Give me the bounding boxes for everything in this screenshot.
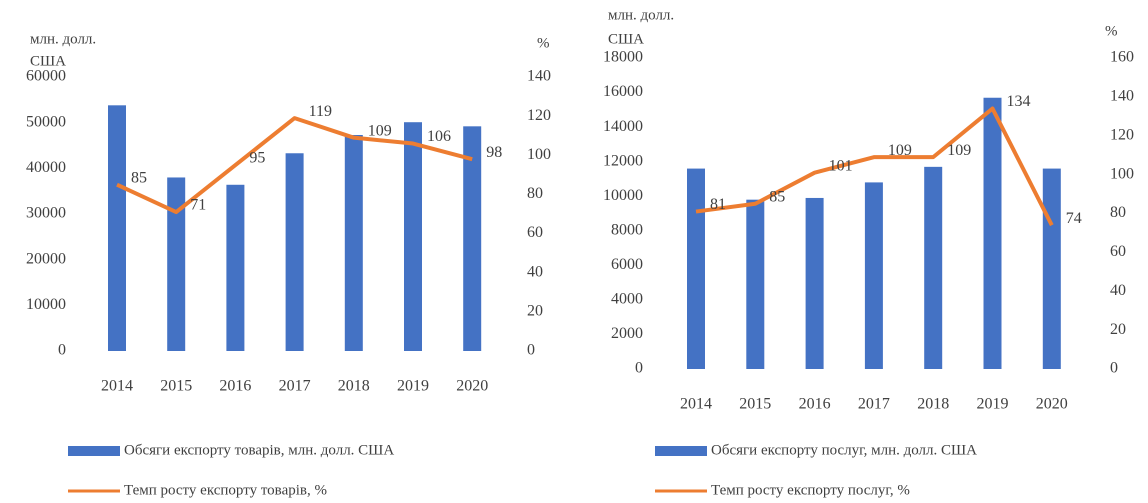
bar [226, 184, 245, 351]
bar [805, 197, 824, 369]
data-label: 95 [249, 150, 265, 167]
x-tick-label: 2017 [858, 396, 890, 413]
x-tick-label: 2014 [101, 378, 133, 395]
legend-swatch [68, 446, 120, 456]
data-label: 109 [947, 142, 971, 159]
y-tick-label: 4000 [611, 291, 643, 308]
legend-label: Темп росту експорту товарів, % [124, 482, 327, 498]
y2-tick-label: 100 [527, 146, 551, 163]
bar [463, 126, 482, 351]
y-tick-label: 20000 [26, 250, 66, 267]
y-axis-label: млн. долл. [608, 7, 674, 23]
y-tick-label: 16000 [603, 83, 643, 100]
data-label: 98 [486, 144, 502, 161]
y2-tick-label: 100 [1110, 165, 1134, 182]
y2-tick-label: 60 [1110, 243, 1126, 260]
bar [108, 105, 126, 352]
y2-tick-label: 20 [1110, 321, 1126, 338]
y-tick-label: 0 [58, 342, 66, 359]
y-tick-label: 10000 [603, 187, 643, 204]
x-tick-label: 2018 [917, 396, 949, 413]
y-axis-label: США [30, 53, 66, 69]
y2-tick-label: 80 [1110, 204, 1126, 221]
y-tick-label: 40000 [26, 159, 66, 176]
data-label: 85 [131, 169, 147, 186]
data-label: 101 [829, 157, 853, 174]
legend-label: Обсяги експорту послуг, млн. долл. США [711, 442, 977, 458]
y-tick-label: 60000 [26, 68, 66, 85]
y2-tick-label: 120 [1110, 126, 1134, 143]
data-label: 109 [368, 122, 392, 139]
line-series [116, 116, 473, 215]
y-tick-label: 2000 [611, 325, 643, 342]
y-tick-label: 10000 [26, 296, 66, 313]
x-tick-label: 2018 [338, 378, 370, 395]
bar [687, 168, 705, 369]
bar [167, 177, 186, 351]
x-tick-label: 2015 [160, 378, 192, 395]
data-label: 106 [427, 128, 451, 145]
data-label: 119 [309, 103, 332, 120]
y2-tick-label: 60 [527, 224, 543, 241]
y-axis-label: млн. долл. [30, 31, 96, 47]
bar [924, 166, 943, 369]
y2-tick-label: 140 [1110, 88, 1134, 105]
y2-axis-label: % [537, 35, 550, 51]
x-tick-label: 2019 [397, 378, 429, 395]
data-label: 74 [1066, 210, 1082, 227]
bar [404, 122, 422, 352]
data-label: 85 [769, 188, 785, 205]
x-tick-label: 2016 [799, 396, 831, 413]
y2-tick-label: 160 [1110, 49, 1134, 66]
data-label: 81 [710, 196, 726, 213]
y-tick-label: 12000 [603, 152, 643, 169]
bar [285, 153, 304, 351]
y-tick-label: 14000 [603, 118, 643, 135]
legend-swatch [655, 446, 707, 456]
bar [983, 97, 1002, 369]
data-label: 109 [888, 142, 912, 159]
y2-tick-label: 140 [527, 68, 551, 85]
y2-tick-label: 40 [527, 263, 543, 280]
y-tick-label: 30000 [26, 205, 66, 222]
x-tick-label: 2015 [739, 396, 771, 413]
y2-tick-label: 80 [527, 185, 543, 202]
x-tick-label: 2020 [1036, 396, 1068, 413]
y2-tick-label: 0 [1110, 360, 1118, 377]
y-tick-label: 6000 [611, 256, 643, 273]
line-series [695, 106, 1054, 227]
y-tick-label: 50000 [26, 113, 66, 130]
y2-tick-label: 20 [527, 303, 543, 320]
y-tick-label: 0 [635, 360, 643, 377]
bar [864, 182, 883, 369]
bar [1042, 168, 1061, 369]
bar [344, 134, 363, 351]
x-tick-label: 2016 [219, 378, 251, 395]
x-tick-label: 2020 [456, 378, 488, 395]
x-tick-label: 2017 [279, 378, 311, 395]
x-tick-label: 2019 [977, 396, 1009, 413]
y-tick-label: 18000 [603, 49, 643, 66]
y-axis-label: США [608, 31, 644, 47]
data-label: 71 [190, 197, 206, 214]
y-tick-label: 8000 [611, 221, 643, 238]
bar [746, 199, 765, 369]
data-label: 134 [1007, 93, 1031, 110]
y2-tick-label: 0 [527, 342, 535, 359]
y2-tick-label: 40 [1110, 282, 1126, 299]
x-tick-label: 2014 [680, 396, 712, 413]
y2-tick-label: 120 [527, 107, 551, 124]
legend-label: Темп росту експорту послуг, % [711, 482, 910, 498]
y2-axis-label: % [1105, 23, 1118, 39]
legend-label: Обсяги експорту товарів, млн. долл. США [124, 442, 394, 458]
